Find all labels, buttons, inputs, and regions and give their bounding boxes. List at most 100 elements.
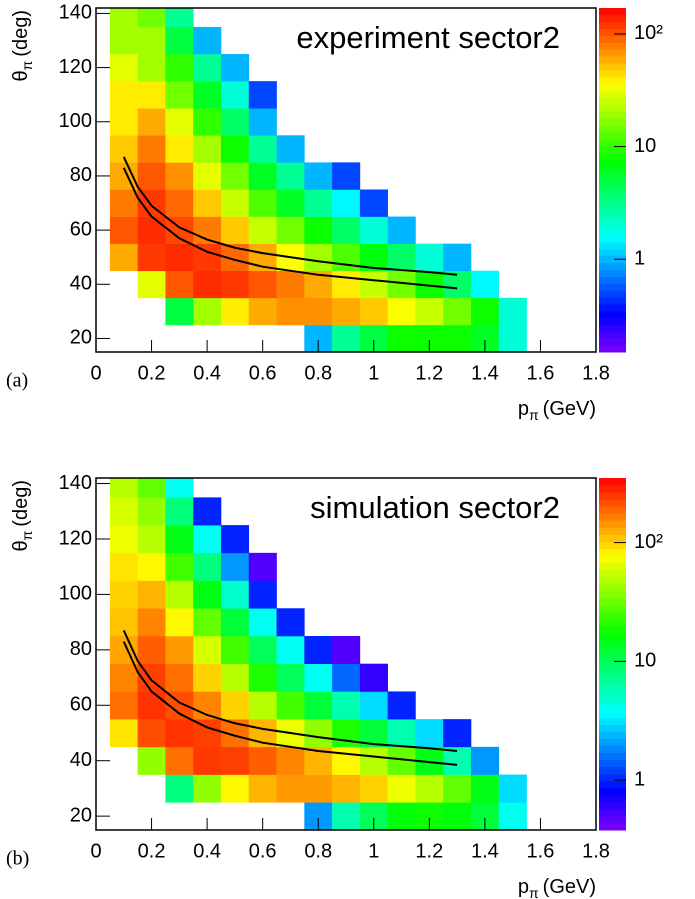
y-tick-label: 120 xyxy=(59,56,92,78)
heatmap-cell xyxy=(443,774,472,803)
y-axis-label: θπ (deg) xyxy=(10,480,34,552)
x-tick-label: 1.2 xyxy=(415,840,443,862)
heatmap-cell xyxy=(304,663,333,692)
y-tick-label: 20 xyxy=(70,804,92,826)
x-tick-label: 0.4 xyxy=(193,840,221,862)
colorbar-band xyxy=(599,338,626,346)
colorbar-band xyxy=(599,131,626,140)
heatmap-cell xyxy=(165,746,194,775)
y-label-main: θ xyxy=(10,70,32,81)
heatmap-cell xyxy=(332,663,361,692)
x-label-unit: (GeV) xyxy=(543,398,596,420)
x-tick-label: 1.6 xyxy=(527,362,555,384)
heatmap-cell xyxy=(498,324,527,352)
colorbar-band xyxy=(599,331,626,339)
colorbar-band xyxy=(599,583,626,592)
heatmap-cell xyxy=(415,774,444,803)
heatmap-cell xyxy=(137,691,166,720)
heatmap-cell xyxy=(443,297,472,326)
heatmap-cell xyxy=(498,774,527,803)
heatmap-cell xyxy=(276,189,305,217)
heatmap-cell xyxy=(415,297,444,326)
colorbar-band xyxy=(599,534,626,542)
colorbar-band xyxy=(599,597,626,606)
heatmap-cell xyxy=(221,270,250,299)
heatmap-cell xyxy=(332,189,361,217)
panel-label: (a) xyxy=(6,370,28,392)
panel: 0 0.2 0.4 0.6 0.8 1 1.2 1.4 1.6 1.8 20 40 60 80 100 120… xyxy=(6,2,663,423)
heatmap-cell xyxy=(137,719,166,748)
y-tick-label: 20 xyxy=(70,327,92,349)
y-label-sub: π xyxy=(19,530,35,540)
colorbar-band xyxy=(599,69,626,78)
heatmap-cell xyxy=(109,216,138,244)
colorbar-band xyxy=(599,717,626,725)
colorbar-band xyxy=(599,787,626,796)
heatmap-cell xyxy=(193,162,222,190)
heatmap-cell xyxy=(109,663,138,692)
heatmap-cell xyxy=(137,746,166,775)
heatmap-cell xyxy=(165,189,194,217)
heatmap-cell xyxy=(193,746,222,775)
panel-label: (b) xyxy=(6,848,29,870)
heatmap-cell xyxy=(248,746,277,775)
x-tick-label: 1.4 xyxy=(471,840,499,862)
heatmap-cell xyxy=(193,189,222,217)
heatmap-cell xyxy=(109,54,138,82)
heatmap-cell xyxy=(165,135,194,163)
heatmap-cell xyxy=(137,525,166,554)
heatmap-cell xyxy=(276,297,305,326)
x-tick-label: 1 xyxy=(368,362,379,384)
heatmap-cell xyxy=(137,608,166,637)
heatmap-cell xyxy=(304,691,333,720)
colorbar-band xyxy=(599,186,626,195)
heatmap-cell xyxy=(443,802,472,830)
colorbar-band xyxy=(599,310,626,319)
heatmap-cell xyxy=(193,108,222,136)
colorbar-band xyxy=(599,118,626,126)
colorbar-band xyxy=(599,527,626,535)
colorbar-band xyxy=(599,324,626,332)
colorbar-band xyxy=(599,794,626,803)
heatmap-cell xyxy=(359,270,388,299)
heatmap-cell xyxy=(387,774,416,803)
colorbar-tick-label: 10² xyxy=(634,22,663,44)
y-label-unit: (deg) xyxy=(10,10,32,57)
colorbar-band xyxy=(599,56,626,64)
colorbar-band xyxy=(599,214,626,222)
heatmap-cell xyxy=(221,580,250,609)
colorbar-band xyxy=(599,478,626,486)
heatmap-cell xyxy=(248,297,277,326)
heatmap-cell xyxy=(304,774,333,803)
heatmap-cell xyxy=(359,774,388,803)
colorbar-band xyxy=(599,173,626,181)
heatmap-cell xyxy=(332,635,361,665)
heatmap-cells xyxy=(109,8,527,352)
heatmap-cell xyxy=(443,270,472,299)
colorbar-band xyxy=(599,290,626,298)
colorbar-band xyxy=(599,710,626,718)
colorbar-band xyxy=(599,492,626,500)
heatmap-cell xyxy=(248,552,277,581)
colorbar-band xyxy=(599,738,626,747)
heatmap-cell xyxy=(443,746,472,775)
y-tick-label: 40 xyxy=(70,749,92,771)
colorbar-band xyxy=(599,752,626,761)
colorbar-band xyxy=(599,235,626,243)
colorbar-band xyxy=(599,317,626,325)
colorbar-band xyxy=(599,682,626,690)
colorbar-band xyxy=(599,604,626,613)
heatmap-cell xyxy=(193,26,222,55)
colorbar-tick-label: 10 xyxy=(634,135,656,157)
heatmap-cell xyxy=(471,270,500,299)
colorbar-band xyxy=(599,207,626,215)
x-tick-label: 1.6 xyxy=(527,840,555,862)
heatmap-cell xyxy=(221,54,250,82)
heatmap-cell xyxy=(221,162,250,190)
heatmap-cell xyxy=(109,8,138,28)
colorbar-band xyxy=(599,166,626,174)
colorbar-band xyxy=(599,801,626,810)
heatmap-cell xyxy=(471,774,500,803)
y-tick-label: 60 xyxy=(70,218,92,240)
heatmap-cell xyxy=(332,162,361,190)
